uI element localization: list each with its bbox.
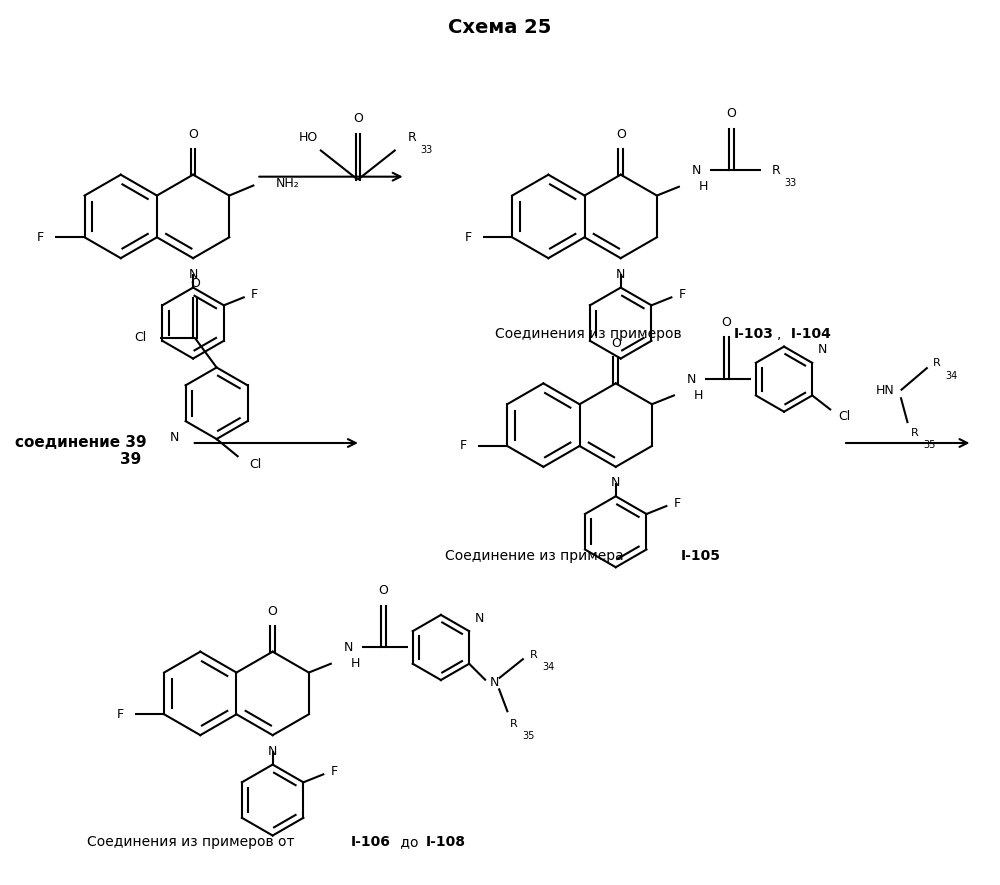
Text: F: F (674, 497, 681, 510)
Text: 34: 34 (946, 372, 958, 381)
Text: R: R (408, 132, 416, 144)
Text: N: N (692, 164, 701, 177)
Text: N: N (490, 676, 499, 689)
Text: F: F (331, 766, 338, 779)
Text: HN: HN (876, 384, 895, 396)
Text: Cl: Cl (249, 458, 262, 472)
Text: до: до (396, 835, 422, 850)
Text: H: H (351, 657, 360, 670)
Text: 34: 34 (543, 661, 555, 672)
Text: R: R (911, 428, 918, 438)
Text: R: R (771, 164, 780, 177)
Text: N: N (188, 267, 198, 281)
Text: R: R (510, 720, 517, 729)
Text: I-106: I-106 (351, 835, 391, 850)
Text: R: R (530, 650, 537, 659)
Text: O: O (616, 128, 626, 142)
Text: 39: 39 (120, 452, 141, 466)
Text: H: H (694, 389, 703, 402)
Text: I-108: I-108 (425, 835, 465, 850)
Text: Соединение из примера: Соединение из примера (445, 550, 628, 563)
Text: N: N (616, 267, 625, 281)
Text: N: N (475, 612, 484, 625)
Text: N: N (268, 744, 277, 758)
Text: F: F (251, 289, 258, 302)
Text: Соединения из примеров: Соединения из примеров (495, 327, 686, 341)
Text: HO: HO (298, 132, 318, 144)
Text: Соединения из примеров от: Соединения из примеров от (87, 835, 299, 850)
Text: 35: 35 (523, 731, 535, 741)
Text: O: O (727, 107, 736, 120)
Text: O: O (353, 112, 363, 125)
Text: F: F (679, 289, 686, 302)
Text: N: N (818, 343, 828, 357)
Text: O: O (379, 584, 388, 597)
Text: O: O (190, 276, 200, 289)
Text: O: O (611, 337, 621, 350)
Text: NH₂: NH₂ (276, 177, 300, 189)
Text: O: O (268, 605, 278, 619)
Text: ,: , (776, 327, 781, 341)
Text: Cl: Cl (135, 331, 147, 344)
Text: F: F (116, 708, 124, 720)
Text: N: N (611, 476, 620, 489)
Text: N: N (170, 430, 180, 443)
Text: F: F (464, 231, 472, 243)
Text: Cl: Cl (838, 410, 850, 423)
Text: I-104: I-104 (786, 327, 831, 341)
Text: H: H (699, 180, 708, 193)
Text: соединение 39: соединение 39 (15, 435, 146, 450)
Text: O: O (188, 128, 198, 142)
Text: R: R (933, 358, 940, 368)
Text: F: F (459, 440, 467, 452)
Text: 33: 33 (784, 179, 797, 189)
Text: 33: 33 (420, 145, 433, 155)
Text: I-105: I-105 (681, 550, 721, 563)
Text: N: N (344, 641, 353, 654)
Text: 35: 35 (924, 440, 936, 450)
Text: Схема 25: Схема 25 (448, 18, 552, 37)
Text: O: O (722, 316, 732, 329)
Text: I-103: I-103 (734, 327, 774, 341)
Text: F: F (37, 231, 44, 243)
Text: N: N (687, 373, 696, 386)
